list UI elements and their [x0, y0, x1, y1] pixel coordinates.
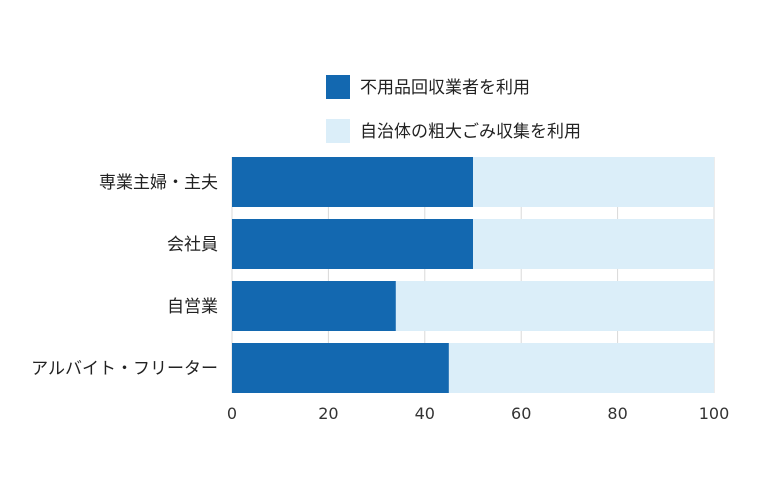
- bar-2-series-2: [473, 219, 714, 269]
- category-label-3: 自営業: [167, 297, 218, 317]
- bar-1-series-1: [232, 157, 473, 207]
- x-tick-label-80: 80: [607, 404, 627, 423]
- x-tick-label-0: 0: [227, 404, 237, 423]
- legend: 不用品回収業者を利用 自治体の粗大ごみ収集を利用: [326, 75, 581, 143]
- legend-label-series-2: 自治体の粗大ごみ収集を利用: [360, 122, 581, 142]
- legend-swatch-series-2: [326, 119, 350, 143]
- category-label-4: アルバイト・フリーター: [31, 359, 218, 379]
- bar-4-series-2: [448, 343, 714, 393]
- bars: [232, 157, 714, 393]
- bar-4-series-1: [232, 343, 449, 393]
- category-label-2: 会社員: [167, 235, 218, 255]
- x-tick-label-100: 100: [699, 404, 730, 423]
- category-label-1: 専業主婦・主夫: [99, 173, 218, 193]
- bar-3-series-1: [232, 281, 396, 331]
- x-tick-label-20: 20: [318, 404, 338, 423]
- legend-label-series-1: 不用品回収業者を利用: [360, 78, 530, 98]
- bar-1-series-2: [473, 157, 714, 207]
- legend-swatch-series-1: [326, 75, 350, 99]
- x-axis-ticks: 0 20 40 60 80 100: [227, 404, 729, 423]
- x-tick-label-40: 40: [415, 404, 435, 423]
- x-tick-label-60: 60: [511, 404, 531, 423]
- bar-2-series-1: [232, 219, 473, 269]
- bar-3-series-2: [395, 281, 714, 331]
